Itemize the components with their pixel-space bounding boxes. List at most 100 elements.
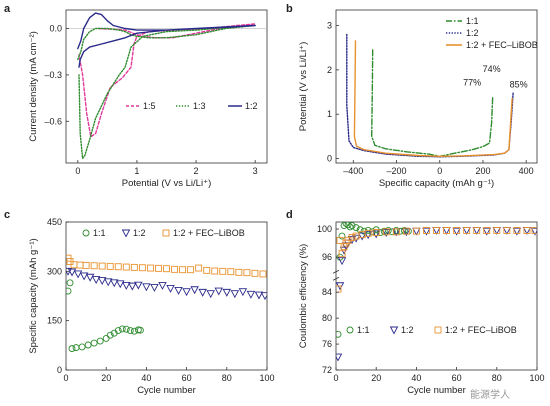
series-1-2-FEC-LiBOB-point — [364, 229, 372, 237]
series-1-2-FEC-LiBOB-point — [227, 268, 235, 276]
series-1-2-FEC-LiBOB-point — [163, 265, 170, 273]
series-1-2-FEC-LiBOB-point — [259, 270, 267, 278]
series-1-2-FEC-LiBOB-point — [82, 261, 90, 269]
series-1-2-FEC-LiBOB-line — [353, 40, 513, 157]
plot-area — [66, 254, 267, 353]
series-1-2-point — [103, 278, 113, 287]
series-1-2-point — [381, 229, 391, 238]
series-1-1-point — [338, 232, 346, 240]
series-1-2-FEC-LiBOB-point — [493, 226, 501, 234]
series-1-2-line — [77, 12, 256, 68]
series-1-1-point — [122, 325, 130, 333]
series-1-2-point — [246, 290, 256, 299]
series-1-1-point — [78, 343, 86, 351]
series-1-2-point — [166, 284, 175, 293]
series-1-2-point — [336, 353, 343, 362]
series-1-2-FEC-LiBOB-point — [235, 268, 243, 276]
panel-label: d — [286, 209, 293, 221]
y-tick-label: –0.6 — [44, 116, 62, 126]
x-axis-label: Cycle number — [137, 385, 196, 396]
plot-frame — [65, 9, 268, 164]
series-1-2-point — [357, 232, 367, 241]
series-1-2-FEC-LiBOB-point — [463, 226, 471, 234]
series-1-2-FEC-LiBOB-point — [195, 264, 203, 272]
series-1-2-point — [230, 290, 240, 299]
series-1-2-point — [412, 227, 421, 236]
y-tick-label: 100 — [317, 224, 332, 234]
series-1-2-FEC-LiBOB-point — [372, 229, 380, 237]
x-tick-label: 400 — [519, 166, 534, 176]
series-1-2-point — [182, 288, 191, 297]
series-1-2-point — [238, 288, 248, 297]
y-tick-label: 0 — [57, 365, 62, 375]
percentage-annotation: 74% — [483, 64, 501, 74]
legend: 1:1 1:2 1:2 + FEC–LiBOB — [82, 228, 245, 238]
y-tick-label: 76 — [322, 339, 332, 349]
x-tick-label: 100 — [259, 373, 274, 383]
x-tick-label: 100 — [529, 373, 544, 383]
x-tick-label: 0 — [333, 373, 338, 383]
series-1-2-FEC-LiBOB-point — [340, 243, 348, 251]
series-1-2-point — [363, 231, 373, 240]
legend-marker — [162, 229, 170, 237]
x-tick-label: 200 — [475, 166, 490, 176]
legend-label: 1:1 — [466, 16, 479, 26]
panel-a: a 0 1 2 3 0.0 –0.3 –0.6 Potential (V vs Li/Li⁺) C… — [4, 3, 268, 189]
series-1-2-FEC-LiBOB-point — [423, 226, 430, 234]
series-1-2-point — [442, 226, 451, 235]
y-axis-label: Potential (V vs Li/Li⁺) — [298, 42, 309, 132]
series-1-1-point — [66, 287, 72, 295]
legend-label: 1:2 — [245, 101, 258, 111]
series-1-1-point — [348, 222, 356, 229]
series-1-2-point — [432, 226, 441, 235]
series-1-2-point — [530, 227, 537, 236]
series-1-2-point — [85, 273, 95, 282]
plot-area — [346, 33, 514, 158]
legend-label: 1:1 — [357, 325, 370, 335]
series-1-2-FEC-LiBOB-point — [122, 263, 130, 271]
series-1-2-point — [91, 276, 101, 285]
series-1-2-FEC-LiBOB-point — [187, 266, 195, 274]
series-1-1-point — [360, 227, 368, 235]
series-1-2-point — [254, 291, 264, 300]
legend-label: 1:2 + FEC–LiBOB — [466, 40, 538, 50]
series-1-2-point — [512, 227, 522, 236]
series-1-2-FEC-LiBOB-point — [114, 263, 122, 271]
series-1-2-point — [206, 290, 215, 299]
series-1-1-point — [90, 339, 98, 347]
panel-label: c — [4, 209, 10, 221]
legend-marker — [434, 326, 442, 334]
series-1-2-FEC-LiBOB-point — [402, 227, 410, 235]
series-1-2-point — [402, 228, 411, 237]
series-1-1-point — [126, 327, 134, 334]
series-1-2-point — [351, 234, 361, 243]
legend-label: 1:2 + FEC–LiBOB — [173, 228, 245, 238]
x-tick-label: 3 — [253, 166, 258, 176]
plot-frame — [335, 221, 538, 371]
series-1-2-FEC-LiBOB-point — [338, 250, 346, 258]
series-1-1-point — [400, 226, 408, 234]
y-tick-label: 2 — [327, 65, 332, 75]
series-1-2-point — [174, 286, 183, 295]
x-tick-label: 0 — [75, 166, 80, 176]
legend: 1:1 1:2 1:2 + FEC–LiBOB — [346, 325, 517, 335]
series-1-2-point — [150, 283, 159, 292]
series-1-1-point — [96, 337, 104, 345]
series-1-2-point — [347, 236, 357, 245]
series-1-1-point — [342, 222, 350, 227]
y-tick-label: 1 — [327, 109, 332, 119]
legend-label: 1:2 — [133, 228, 146, 238]
series-1-2-point — [260, 292, 267, 301]
y-tick-label: 0 — [327, 154, 332, 164]
series-1-2-FEC-LiBOB-point — [171, 265, 178, 273]
series-1-2-point — [198, 288, 207, 297]
y-axis-label: Current density (mA cm⁻²) — [28, 31, 39, 142]
series-1-2-FEC-LiBOB-point — [483, 226, 491, 234]
series-1-2-point — [422, 227, 431, 236]
plot-frame — [65, 221, 268, 371]
percentage-annotation: 85% — [510, 80, 528, 90]
series-1-2-FEC-LiBOB-point — [106, 262, 114, 270]
series-1-3-line — [77, 24, 256, 160]
series-1-1-point — [66, 279, 74, 287]
series-1-2-point — [73, 270, 83, 279]
